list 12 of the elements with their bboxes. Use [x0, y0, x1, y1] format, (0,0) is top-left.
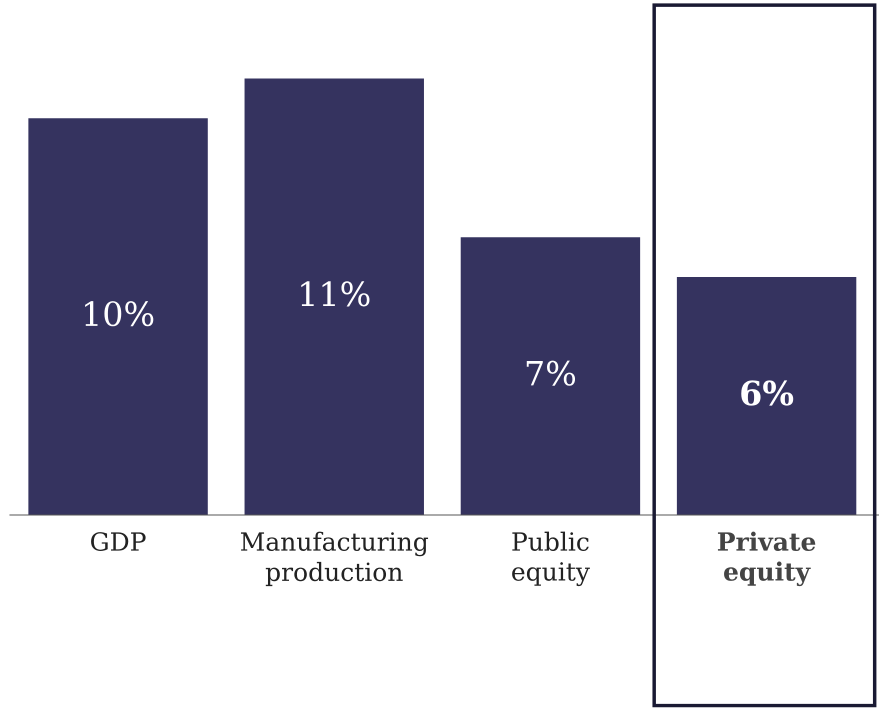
x-tick-label: Private equity [718, 532, 816, 586]
bar [28, 118, 208, 515]
data-label: 7% [526, 360, 576, 386]
bar [460, 237, 640, 515]
bar [244, 78, 424, 515]
bar [676, 276, 856, 515]
data-label: 11% [301, 281, 370, 306]
x-tick-label: Public equity [512, 532, 590, 586]
data-label: 6% [741, 380, 794, 406]
data-label: 10% [85, 301, 154, 326]
x-tick-label: Manufacturing production [240, 532, 428, 586]
x-tick-label: GDP [91, 532, 146, 552]
